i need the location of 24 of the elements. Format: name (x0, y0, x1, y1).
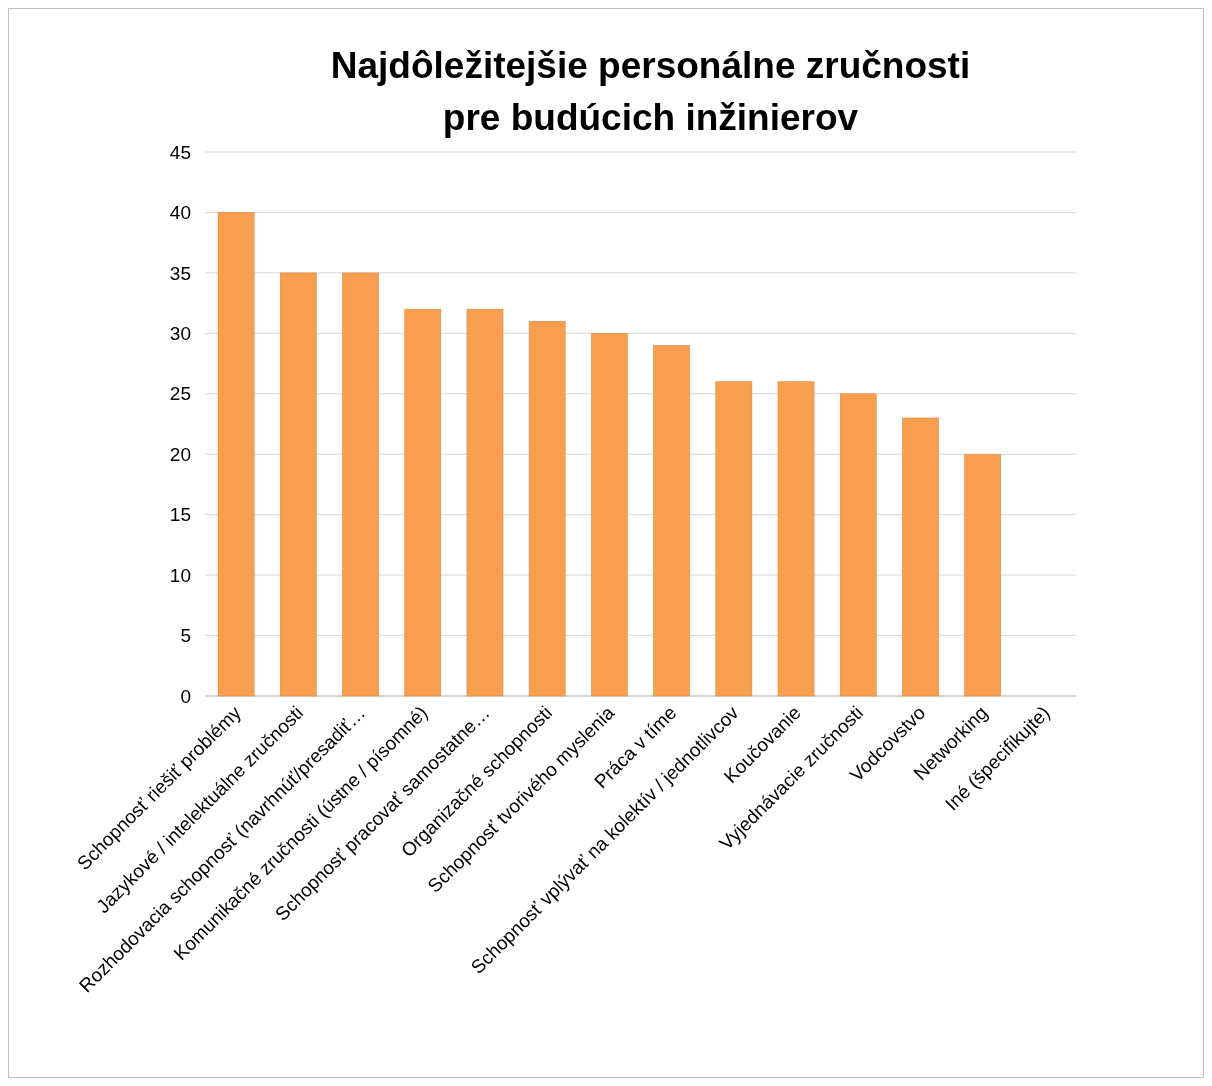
bar (404, 308, 442, 697)
bar (964, 453, 1001, 697)
y-tick-label: 10 (169, 564, 191, 586)
y-tick-label: 30 (169, 322, 191, 344)
y-tick-label: 15 (169, 504, 191, 526)
bar (653, 345, 690, 697)
bar (839, 393, 877, 697)
bar (902, 417, 939, 697)
y-tick-label: 0 (180, 685, 191, 707)
bar (528, 320, 566, 697)
y-tick-label: 25 (169, 383, 191, 405)
bar (466, 308, 504, 697)
y-tick-label: 35 (169, 262, 191, 284)
chart-title: Najdôležitejšie personálne zručnosti pre budúcich inžinierov (330, 45, 971, 138)
bar (591, 333, 628, 697)
bar (342, 272, 379, 697)
y-tick-label: 20 (169, 443, 191, 465)
bar (217, 212, 255, 697)
bar (715, 381, 753, 697)
bar (280, 272, 317, 697)
bar (777, 381, 815, 697)
y-tick-label: 40 (169, 202, 191, 224)
y-tick-label: 5 (180, 625, 191, 647)
y-tick-label: 45 (169, 141, 191, 163)
